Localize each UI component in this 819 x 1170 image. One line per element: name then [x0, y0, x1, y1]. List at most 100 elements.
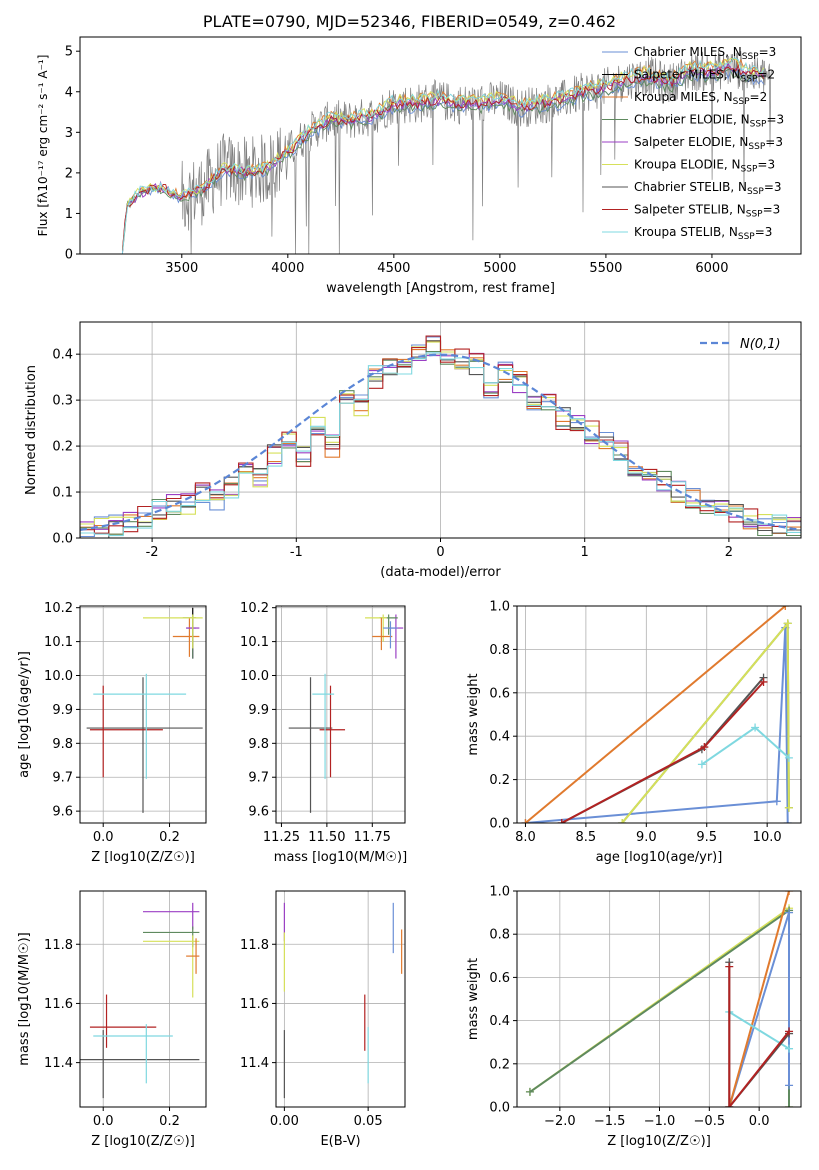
x-tick-label: 5000	[483, 261, 516, 276]
panel-age-vs-Z: 0.0 0.2 9.6 9.7 9.8 9.9 10.0 10.1 10.2 Z [log10(Z…	[17, 601, 207, 865]
plot-area	[80, 335, 801, 538]
y-tick-label: 0.0	[489, 1101, 510, 1116]
weight-marker	[557, 819, 566, 823]
model-line	[121, 58, 765, 251]
x-tick-label: 9.5	[696, 830, 717, 845]
plot-area	[121, 50, 772, 254]
panel-spectrum: 3500 4000 4500 5000 5500 6000 0 1 2 3 4 5 Chabrier M…	[36, 36, 802, 296]
x-tick-label: −0.5	[694, 1114, 726, 1129]
x-tick-label: 0.0	[93, 830, 114, 845]
y-tick-label: 9.6	[52, 805, 73, 820]
y-tick-label: 10.2	[44, 601, 73, 616]
x-tick-label: 6000	[695, 261, 728, 276]
histogram	[80, 335, 801, 538]
legend-entry: N(0,1)	[740, 337, 781, 352]
y-axis-label: Normed distribution	[24, 365, 39, 495]
legend-entry: Chabrier STELIB, NSSP=3	[634, 180, 782, 197]
x-tick-label: −1.5	[594, 1114, 626, 1129]
y-tick-label: 0.0	[52, 532, 73, 547]
errorbar-point	[80, 1030, 200, 1099]
x-tick-label: 0.00	[270, 1114, 299, 1129]
y-tick-label: 9.6	[248, 805, 269, 820]
y-tick-label: 2	[65, 166, 73, 181]
errorbar-point	[186, 938, 200, 974]
x-axis-label: Z [log10(Z/Z☉)]	[607, 1134, 711, 1149]
panel-mass-weight-vs-Z: −2.0 −1.5 −1.0 −0.5 0.0 0.0 0.2 0.4 0.6 0.8 1.0 Z […	[466, 885, 802, 1149]
x-tick-label: 4500	[377, 261, 410, 276]
legend: N(0,1)	[700, 337, 781, 352]
x-tick-label: 0.05	[354, 1114, 383, 1129]
errorbar-point	[143, 614, 203, 649]
x-tick-label: 8.5	[576, 830, 597, 845]
y-tick-label: 0.0	[489, 817, 510, 832]
x-axis-label: age [log10(age/yr)]	[596, 850, 723, 865]
histogram	[80, 352, 801, 538]
weight-marker	[784, 753, 793, 762]
y-tick-label: 0.6	[489, 686, 510, 701]
y-tick-label: 0.2	[489, 1057, 510, 1072]
panel-mass-weight-vs-age: 8.0 8.5 9.0 9.5 10.0 0.0 0.2 0.4 0.6 0.8 1.0 age [l…	[466, 600, 802, 865]
y-tick-label: 9.7	[52, 771, 73, 786]
y-tick-label: 9.9	[52, 703, 73, 718]
y-tick-label: 3	[65, 126, 73, 141]
x-tick-label: 3500	[165, 261, 198, 276]
axes-frame	[79, 890, 207, 1108]
x-axis-label: E(B-V)	[320, 1134, 360, 1149]
weight-marker	[785, 908, 794, 917]
legend-entry: Kroupa MILES, NSSP=2	[634, 90, 767, 107]
weight-line	[524, 606, 786, 823]
weight-marker	[784, 803, 793, 812]
x-tick-label: 9.0	[636, 830, 657, 845]
weight-marker	[785, 1081, 794, 1090]
weight-marker	[785, 1044, 794, 1053]
x-tick-label: 11.75	[354, 830, 391, 845]
y-tick-label: 10.2	[240, 601, 269, 616]
y-tick-label: 11.8	[240, 938, 269, 953]
x-axis-label: (data-model)/error	[380, 565, 501, 580]
legend: Chabrier MILES, NSSP=3 Salpeter MILES, NS…	[602, 45, 784, 242]
y-tick-label: 5	[65, 45, 73, 60]
y-tick-label: 11.6	[240, 997, 269, 1012]
x-tick-label: 11.25	[263, 830, 300, 845]
y-tick-label: 4	[65, 85, 73, 100]
axes-frame	[516, 605, 802, 824]
weight-marker	[521, 819, 530, 823]
y-axis-label: Flux [fλ10⁻¹⁷ erg cm⁻² s⁻¹ A⁻¹]	[36, 55, 50, 237]
x-tick-label: 10.0	[753, 830, 782, 845]
axes-frame	[275, 605, 406, 824]
errorbar-point	[319, 685, 346, 778]
x-tick-label: 11.50	[308, 830, 345, 845]
weight-line	[728, 891, 790, 1107]
errorbar-point	[383, 621, 398, 649]
weight-line	[525, 627, 789, 823]
legend-entry: Chabrier MILES, NSSP=3	[634, 45, 776, 62]
plot-area	[80, 902, 200, 1099]
weight-marker	[525, 1087, 534, 1096]
weight-line	[561, 681, 765, 823]
page-title: PLATE=0790, MJD=52346, FIBERID=0549, z=0…	[202, 12, 617, 31]
axes-frame	[79, 36, 802, 255]
errorbar-point	[143, 935, 200, 998]
errorbar-point	[89, 994, 157, 1048]
y-tick-label: 0.4	[489, 1014, 510, 1029]
x-tick-label: −1.0	[644, 1114, 676, 1129]
model-line	[121, 69, 765, 251]
x-axis-label: wavelength [Angstrom, rest frame]	[326, 281, 555, 296]
y-tick-label: 0.6	[489, 971, 510, 986]
x-tick-label: 0.2	[159, 830, 180, 845]
plot-area	[86, 607, 203, 813]
legend-entry: Salpeter MILES, NSSP=2	[634, 68, 775, 85]
axes-frame	[79, 605, 207, 824]
weight-marker	[783, 619, 792, 628]
model-line	[121, 64, 765, 251]
x-tick-label: −2.0	[544, 1114, 576, 1129]
plot-area	[521, 606, 793, 823]
y-tick-label: 1.0	[489, 600, 510, 615]
weight-marker	[700, 743, 709, 752]
y-axis-label: age [log10(age/yr)]	[17, 651, 32, 778]
y-tick-label: 9.9	[248, 703, 269, 718]
weight-marker	[697, 760, 706, 769]
errorbar-point	[172, 617, 200, 657]
y-tick-label: 11.4	[240, 1056, 269, 1071]
